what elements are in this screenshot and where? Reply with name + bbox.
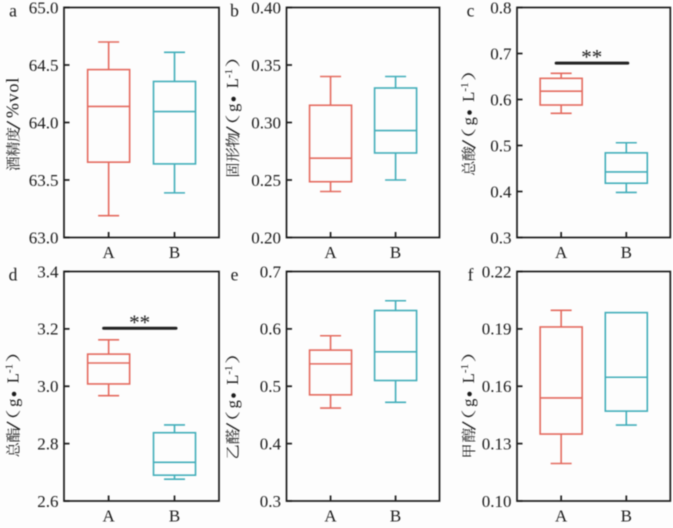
svg-text:A: A: [102, 243, 115, 262]
svg-text:f: f: [468, 265, 474, 285]
svg-text:A: A: [555, 507, 568, 526]
svg-text:0.20: 0.20: [251, 228, 281, 247]
svg-text:L: L: [223, 78, 242, 88]
svg-text:A: A: [324, 507, 337, 526]
svg-text:65.0: 65.0: [29, 0, 59, 17]
svg-text:**: **: [129, 310, 150, 334]
svg-text:L: L: [4, 373, 23, 383]
svg-text:0.25: 0.25: [251, 171, 281, 190]
svg-text:0.22: 0.22: [482, 262, 512, 281]
svg-text:A: A: [102, 507, 115, 526]
svg-text:0.13: 0.13: [482, 434, 512, 453]
svg-text:0.10: 0.10: [482, 492, 512, 511]
svg-text:**: **: [581, 45, 602, 69]
svg-text:2.8: 2.8: [37, 434, 58, 453]
svg-text:-1: -1: [223, 365, 235, 374]
svg-text:3.0: 3.0: [37, 377, 58, 396]
svg-text:2.6: 2.6: [37, 492, 58, 511]
svg-text:0.7: 0.7: [490, 44, 512, 63]
svg-text:g: g: [223, 104, 242, 112]
svg-text:0.3: 0.3: [490, 228, 511, 247]
svg-text:%vol: %vol: [3, 77, 23, 118]
svg-text:a: a: [9, 1, 17, 21]
svg-text:3.4: 3.4: [37, 262, 59, 281]
svg-text:g: g: [223, 400, 242, 408]
svg-text:B: B: [621, 507, 632, 526]
svg-text:A: A: [324, 243, 337, 262]
svg-text:0.35: 0.35: [251, 56, 281, 75]
svg-text:e: e: [231, 265, 239, 285]
svg-text:-1: -1: [223, 69, 235, 78]
svg-text:0.3: 0.3: [260, 492, 281, 511]
svg-text:g: g: [459, 117, 478, 125]
svg-text:g: g: [4, 399, 23, 407]
svg-text:-1: -1: [459, 364, 471, 373]
svg-text:0.5: 0.5: [490, 136, 511, 155]
svg-text:0.16: 0.16: [482, 377, 512, 396]
svg-text:-1: -1: [3, 364, 15, 373]
svg-text:B: B: [390, 507, 401, 526]
svg-text:L: L: [459, 92, 478, 102]
svg-text:64.5: 64.5: [29, 56, 59, 75]
svg-text:0.40: 0.40: [251, 0, 281, 17]
svg-text:0.19: 0.19: [482, 320, 512, 339]
svg-text:B: B: [390, 243, 401, 262]
svg-text:d: d: [9, 265, 18, 285]
svg-text:0.4: 0.4: [490, 182, 512, 201]
svg-text:63.0: 63.0: [29, 228, 59, 247]
svg-text:L: L: [459, 373, 478, 383]
svg-text:64.0: 64.0: [29, 113, 59, 132]
svg-text:g: g: [459, 399, 478, 407]
svg-text:B: B: [621, 243, 632, 262]
svg-text:3.2: 3.2: [37, 320, 58, 339]
svg-text:0.7: 0.7: [260, 262, 282, 281]
svg-text:0.30: 0.30: [251, 113, 281, 132]
svg-text:B: B: [169, 507, 180, 526]
svg-text:0.6: 0.6: [260, 320, 281, 339]
svg-text:0.4: 0.4: [260, 434, 282, 453]
svg-text:0.6: 0.6: [490, 90, 511, 109]
svg-text:0.8: 0.8: [490, 0, 511, 17]
svg-text:L: L: [223, 375, 242, 385]
svg-text:B: B: [169, 243, 180, 262]
svg-text:c: c: [467, 1, 475, 21]
svg-text:0.5: 0.5: [260, 377, 281, 396]
svg-text:63.5: 63.5: [29, 171, 59, 190]
svg-text:A: A: [555, 243, 568, 262]
svg-text:-1: -1: [459, 82, 471, 91]
svg-text:b: b: [230, 1, 239, 21]
